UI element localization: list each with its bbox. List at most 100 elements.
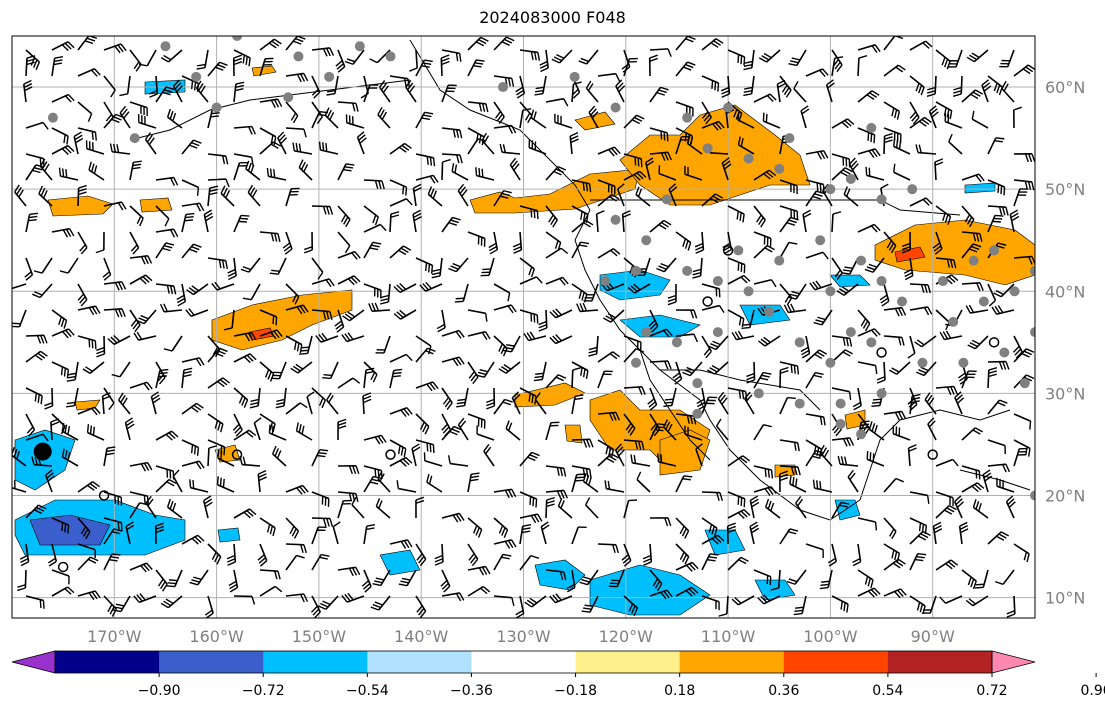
wind-barb bbox=[155, 430, 179, 441]
wind-barb bbox=[926, 75, 937, 97]
wind-barb bbox=[857, 223, 881, 233]
wind-barb bbox=[883, 543, 901, 562]
shade-blue-east-pacific2 bbox=[589, 564, 711, 616]
wind-barb bbox=[597, 72, 621, 82]
wind-barb bbox=[836, 283, 859, 296]
wind-barb bbox=[515, 595, 525, 618]
wind-barb bbox=[540, 521, 550, 545]
wind-barb bbox=[779, 361, 800, 375]
wind-barb bbox=[203, 209, 214, 233]
wind-barb bbox=[805, 190, 825, 207]
wind-barb bbox=[181, 460, 205, 470]
station-dot bbox=[825, 286, 836, 297]
wind-barb bbox=[883, 101, 901, 120]
wind-barb bbox=[778, 470, 789, 493]
wind-barb bbox=[185, 308, 209, 318]
wind-barb bbox=[480, 257, 495, 277]
wind-barb bbox=[831, 437, 855, 447]
wind-barb bbox=[363, 524, 376, 545]
wind-barb bbox=[779, 216, 799, 233]
wind-barb bbox=[909, 491, 930, 504]
wind-barb bbox=[253, 417, 262, 441]
station-dot bbox=[600, 276, 611, 287]
wind-barb bbox=[630, 454, 651, 467]
wind-barb bbox=[103, 528, 123, 545]
wind-barb bbox=[715, 418, 729, 441]
wind-barb bbox=[334, 309, 345, 333]
wind-barb bbox=[737, 136, 755, 155]
wind-barb bbox=[935, 559, 959, 571]
wind-barb bbox=[77, 590, 101, 601]
station-dot bbox=[631, 357, 642, 368]
wind-barb bbox=[944, 113, 963, 129]
station-dot bbox=[825, 357, 836, 368]
wind-barb bbox=[744, 391, 755, 415]
wind-barb bbox=[61, 422, 79, 441]
calm-marker bbox=[702, 296, 713, 307]
wind-barb bbox=[588, 105, 599, 129]
wind-barb bbox=[675, 309, 698, 319]
wind-barb bbox=[467, 231, 486, 247]
station-dot bbox=[917, 357, 928, 368]
wind-barb bbox=[1012, 106, 1022, 129]
wind-barb bbox=[96, 335, 106, 358]
wind-barb bbox=[545, 489, 568, 500]
station-dot bbox=[794, 337, 805, 348]
wind-barb bbox=[77, 480, 100, 493]
shade-orange-pacific-nw2 bbox=[139, 197, 173, 213]
wind-barb bbox=[649, 517, 672, 527]
wind-barb bbox=[207, 61, 228, 77]
wind-barb bbox=[1013, 447, 1028, 467]
wind-barb bbox=[150, 391, 161, 415]
wind-barb bbox=[597, 439, 615, 458]
wind-barb bbox=[109, 143, 131, 155]
wind-barb bbox=[77, 406, 101, 416]
wind-barb bbox=[519, 49, 541, 61]
wind-barb bbox=[701, 491, 724, 501]
coast-mexico bbox=[679, 384, 861, 521]
wind-barb bbox=[227, 257, 237, 281]
wind-barb bbox=[363, 223, 387, 233]
station-dot bbox=[160, 41, 171, 52]
wind-barb bbox=[731, 595, 755, 606]
wind-barb bbox=[405, 79, 417, 103]
station-dot bbox=[354, 41, 365, 52]
wind-barb bbox=[335, 49, 346, 73]
colorbar-segment bbox=[159, 651, 264, 673]
wind-barb bbox=[181, 367, 193, 389]
wind-barb bbox=[389, 406, 413, 417]
wind-barb bbox=[368, 302, 391, 313]
wind-barb bbox=[155, 478, 177, 493]
wind-barb bbox=[597, 411, 620, 422]
wind-barb bbox=[545, 276, 569, 286]
wind-barb bbox=[701, 595, 720, 611]
wind-barb bbox=[476, 425, 495, 441]
latitude-labels: 10°N 20°N 30°N 40°N 50°N 60°N bbox=[1045, 78, 1085, 608]
wind-barb bbox=[389, 197, 413, 207]
wind-barb bbox=[623, 335, 642, 351]
wind-barb bbox=[341, 592, 365, 603]
wind-barb bbox=[25, 413, 36, 437]
wind-barb bbox=[623, 57, 638, 77]
wind-barb bbox=[311, 491, 330, 507]
wind-barb bbox=[207, 347, 228, 363]
wind-barb bbox=[486, 387, 496, 410]
wind-barb bbox=[324, 107, 339, 129]
wind-barb bbox=[493, 190, 512, 207]
wind-barb bbox=[857, 517, 878, 531]
colorbar-tick-label: 0.72 bbox=[976, 683, 1007, 699]
wind-barb bbox=[857, 309, 871, 332]
wind-barb bbox=[909, 101, 920, 125]
station-dot bbox=[845, 327, 856, 338]
wind-barb bbox=[88, 161, 105, 181]
wind-barb bbox=[883, 588, 907, 599]
wind-barb bbox=[77, 231, 88, 255]
wind-barb bbox=[475, 167, 495, 181]
wind-barb bbox=[124, 417, 135, 441]
wind-barb bbox=[426, 473, 443, 493]
wind-barb bbox=[337, 418, 347, 441]
colorbar bbox=[11, 650, 1036, 674]
wind-barb bbox=[743, 75, 755, 97]
wind-barb bbox=[533, 361, 547, 382]
wind-barb bbox=[852, 543, 862, 567]
